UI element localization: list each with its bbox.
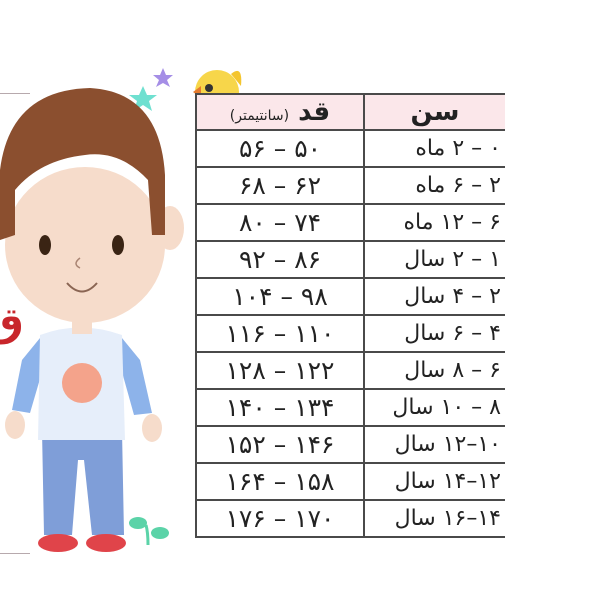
mouth (66, 282, 98, 293)
header-height-label: قد (298, 97, 331, 127)
height-cell: ۶۲ – ۶۸ (195, 166, 365, 205)
boy-illustration (0, 68, 184, 552)
height-cell: ۱۷۰ – ۱۷۶ (195, 499, 365, 538)
shirt-circle (62, 363, 102, 403)
right-sleeve (122, 338, 152, 415)
height-cell: ۸۶ – ۹۲ (195, 240, 365, 279)
age-cell: ۶ – ۸ سال (363, 351, 505, 390)
height-cell: ۱۱۰ – ۱۱۶ (195, 314, 365, 353)
header-height: قد (سانتیمتر) (195, 93, 365, 131)
height-cell: ۱۵۸ – ۱۶۴ (195, 462, 365, 501)
table-row: ۲ – ۶ ماه ۶۲ – ۶۸ (195, 166, 505, 205)
height-cell: ۵۰ – ۵۶ (195, 129, 365, 168)
left-sleeve (12, 338, 42, 413)
size-chart-table: سن قد (سانتیمتر) ۰ – ۲ ماه ۵۰ – ۵۶ ۲ – ۶ … (195, 93, 505, 538)
age-cell: ۴ – ۶ سال (363, 314, 505, 353)
age-cell: ۱۰–۱۲ سال (363, 425, 505, 464)
age-cell: ۱۲–۱۴ سال (363, 462, 505, 501)
left-shoe (38, 534, 78, 552)
hair (0, 88, 165, 240)
purple-star-icon (153, 68, 173, 87)
height-cell: ۹۸ – ۱۰۴ (195, 277, 365, 316)
age-cell: ۸ – ۱۰ سال (363, 388, 505, 427)
table-row: ۶ – ۸ سال ۱۲۲ – ۱۲۸ (195, 351, 505, 390)
table-row: ۸ – ۱۰ سال ۱۳۴ – ۱۴۰ (195, 388, 505, 427)
header-age: سن (363, 93, 505, 131)
height-cell: ۱۳۴ – ۱۴۰ (195, 388, 365, 427)
pants (42, 430, 124, 535)
height-cell: ۱۲۲ – ۱۲۸ (195, 351, 365, 390)
table-row: ۱۲–۱۴ سال ۱۵۸ – ۱۶۴ (195, 462, 505, 501)
header-height-unit: (سانتیمتر) (229, 108, 290, 124)
frame-line-bottom (0, 553, 30, 554)
table-row: ۲ – ۴ سال ۹۸ – ۱۰۴ (195, 277, 505, 316)
nose (75, 257, 81, 269)
face (5, 167, 165, 323)
table-row: ۱۴–۱۶ سال ۱۷۰ – ۱۷۶ (195, 499, 505, 538)
age-cell: ۱۴–۱۶ سال (363, 499, 505, 538)
table-row: ۱ – ۲ سال ۸۶ – ۹۲ (195, 240, 505, 279)
table-row: ۴ – ۶ سال ۱۱۰ – ۱۱۶ (195, 314, 505, 353)
age-cell: ۶ – ۱۲ ماه (363, 203, 505, 242)
age-cell: ۲ – ۴ سال (363, 277, 505, 316)
age-cell: ۰ – ۲ ماه (363, 129, 505, 168)
table-row: ۱۰–۱۲ سال ۱۴۶ – ۱۵۲ (195, 425, 505, 464)
table-header-row: سن قد (سانتیمتر) (195, 93, 505, 131)
left-hand (5, 411, 25, 439)
right-eye (112, 235, 124, 255)
age-cell: ۲ – ۶ ماه (363, 166, 505, 205)
table-row: ۶ – ۱۲ ماه ۷۴ – ۸۰ (195, 203, 505, 242)
table-row: ۰ – ۲ ماه ۵۰ – ۵۶ (195, 129, 505, 168)
side-title-fragment: ق (0, 300, 24, 346)
age-cell: ۱ – ۲ سال (363, 240, 505, 279)
height-cell: ۱۴۶ – ۱۵۲ (195, 425, 365, 464)
right-shoe (86, 534, 126, 552)
height-cell: ۷۴ – ۸۰ (195, 203, 365, 242)
left-eye (39, 235, 51, 255)
sprout-icon (129, 517, 169, 546)
frame-line-top (0, 93, 30, 94)
right-hand (142, 414, 162, 442)
